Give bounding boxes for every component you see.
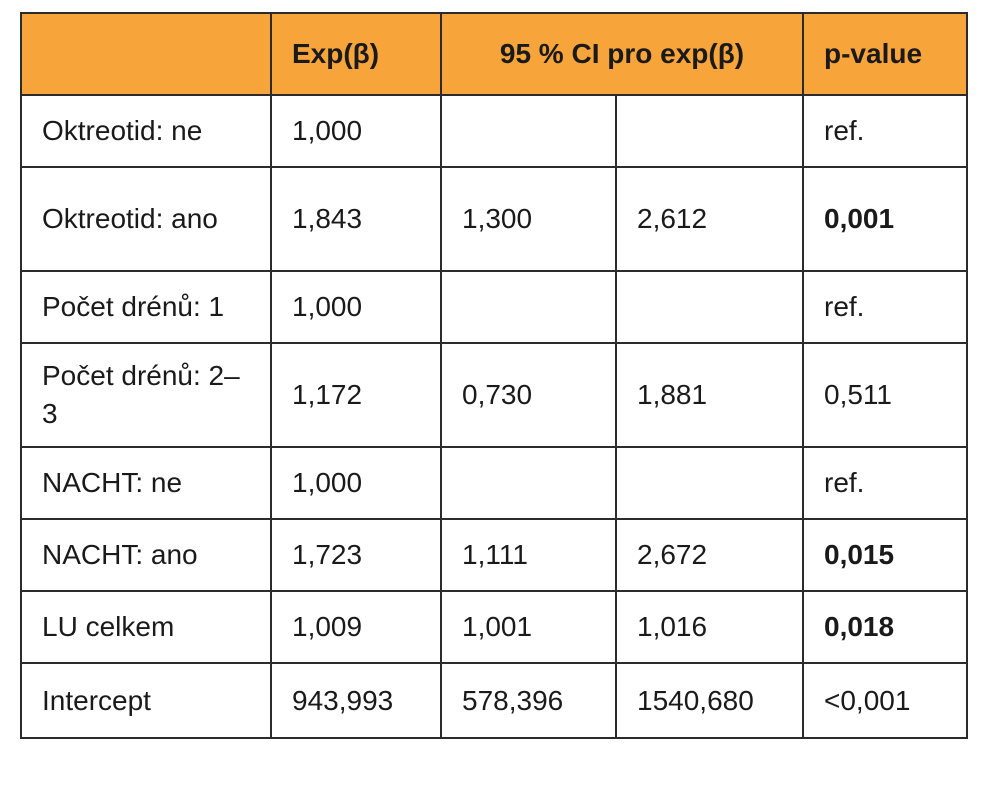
exp-beta-cell: 1,000 (270, 270, 442, 344)
p-value-cell: <0,001 (802, 662, 968, 739)
header-p-value: p-value (802, 12, 968, 96)
table-row: LU celkem 1,009 1,001 1,016 0,018 (20, 590, 968, 664)
table-row: Oktreotid: ne 1,000 ref. (20, 94, 968, 168)
row-label: Oktreotid: ne (20, 94, 272, 168)
table-row: Intercept 943,993 578,396 1540,680 <0,00… (20, 662, 968, 739)
ci-low-cell (440, 94, 617, 168)
row-label: Počet drénů: 1 (20, 270, 272, 344)
table-row: Počet drénů: 2–3 1,172 0,730 1,881 0,511 (20, 342, 968, 448)
ci-high-cell: 1,881 (615, 342, 804, 448)
results-table: Exp(β) 95 % CI pro exp(β) p-value Oktreo… (20, 12, 968, 739)
ci-low-cell: 578,396 (440, 662, 617, 739)
p-value-cell: ref. (802, 270, 968, 344)
ci-high-cell: 1,016 (615, 590, 804, 664)
table-header: Exp(β) 95 % CI pro exp(β) p-value (20, 12, 968, 96)
row-label: Intercept (20, 662, 272, 739)
ci-low-cell: 1,001 (440, 590, 617, 664)
header-exp-beta: Exp(β) (270, 12, 442, 96)
row-label: Oktreotid: ano (20, 166, 272, 272)
exp-beta-cell: 943,993 (270, 662, 442, 739)
ci-high-cell: 1540,680 (615, 662, 804, 739)
header-ci: 95 % CI pro exp(β) (440, 12, 804, 96)
ci-low-cell: 0,730 (440, 342, 617, 448)
ci-high-cell (615, 94, 804, 168)
exp-beta-cell: 1,000 (270, 94, 442, 168)
exp-beta-cell: 1,172 (270, 342, 442, 448)
header-label-cell (20, 12, 272, 96)
exp-beta-cell: 1,843 (270, 166, 442, 272)
p-value-cell: 0,001 (802, 166, 968, 272)
ci-high-cell: 2,612 (615, 166, 804, 272)
header-row: Exp(β) 95 % CI pro exp(β) p-value (20, 12, 968, 96)
row-label: LU celkem (20, 590, 272, 664)
ci-high-cell (615, 270, 804, 344)
exp-beta-cell: 1,723 (270, 518, 442, 592)
p-value-cell: ref. (802, 94, 968, 168)
ci-low-cell: 1,111 (440, 518, 617, 592)
ci-high-cell: 2,672 (615, 518, 804, 592)
ci-low-cell (440, 446, 617, 520)
row-label: Počet drénů: 2–3 (20, 342, 272, 448)
table-row: NACHT: ano 1,723 1,111 2,672 0,015 (20, 518, 968, 592)
p-value-cell: 0,015 (802, 518, 968, 592)
table-row: Počet drénů: 1 1,000 ref. (20, 270, 968, 344)
ci-low-cell (440, 270, 617, 344)
p-value-cell: 0,018 (802, 590, 968, 664)
table-body: Oktreotid: ne 1,000 ref. Oktreotid: ano … (20, 94, 968, 739)
row-label: NACHT: ano (20, 518, 272, 592)
row-label: NACHT: ne (20, 446, 272, 520)
p-value-cell: ref. (802, 446, 968, 520)
table-row: NACHT: ne 1,000 ref. (20, 446, 968, 520)
ci-low-cell: 1,300 (440, 166, 617, 272)
exp-beta-cell: 1,000 (270, 446, 442, 520)
ci-high-cell (615, 446, 804, 520)
table-row: Oktreotid: ano 1,843 1,300 2,612 0,001 (20, 166, 968, 272)
p-value-cell: 0,511 (802, 342, 968, 448)
exp-beta-cell: 1,009 (270, 590, 442, 664)
